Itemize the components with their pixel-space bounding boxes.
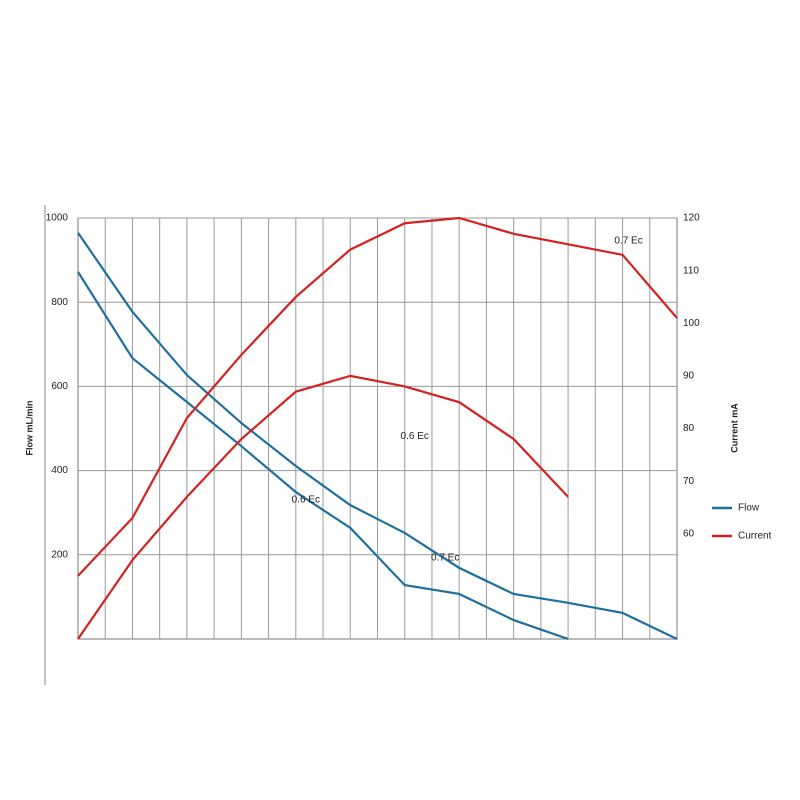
series-annotation: 0.6 Ec — [401, 431, 429, 442]
legend-label: Flow — [738, 503, 760, 514]
legend-label: Current — [738, 531, 772, 542]
y2-tick-label: 100 — [683, 318, 700, 329]
series-line — [77, 271, 569, 641]
y-tick-label: 200 — [51, 549, 68, 560]
y-tick-label: 800 — [51, 297, 68, 308]
y-tick-label: 1000 — [46, 213, 69, 224]
y-tick-label: 600 — [51, 381, 68, 392]
series-line — [77, 216, 678, 577]
y2-tick-label: 80 — [683, 423, 695, 434]
series-line — [77, 232, 678, 640]
y2-tick-label: 110 — [683, 265, 699, 276]
series-annotation: 0.7 Ec — [431, 552, 459, 563]
y2-tick-label: 70 — [683, 476, 695, 487]
series-annotation: 0.6 Ec — [292, 495, 320, 506]
y-tick-label: 400 — [51, 465, 68, 476]
series-annotation: 0.7 Ec — [614, 235, 642, 246]
y2-tick-label: 60 — [683, 528, 695, 539]
y2-tick-label: 90 — [683, 371, 695, 382]
y-axis-label: Flow mL/min — [24, 401, 34, 456]
y2-axis-label: Current mA — [729, 403, 739, 453]
series-line — [77, 374, 569, 640]
y2-tick-label: 120 — [683, 213, 700, 224]
